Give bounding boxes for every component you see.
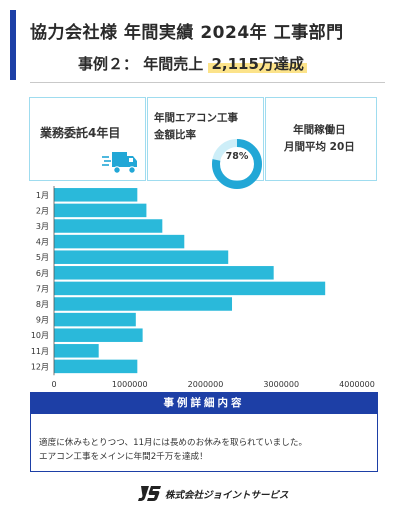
subtitle-prefix: 事例２： 年間売上 (78, 55, 204, 73)
y-tick-label: 9月 (36, 316, 49, 325)
donut-percent-label: 78% (225, 151, 249, 162)
bar-4 (54, 234, 185, 249)
y-tick-label: 5月 (36, 253, 49, 262)
y-tick-label: 3月 (36, 222, 49, 231)
card-working-line2: 月間平均 20日 (284, 141, 355, 153)
x-tick-label: 1000000 (112, 380, 148, 389)
detail-header: 事例詳細内容 (30, 392, 378, 414)
company-name: 株式会社ジョイントサービス (165, 490, 289, 501)
title-accent-bar (10, 10, 16, 80)
bar-6 (54, 266, 274, 280)
subtitle-highlight: 2,115万達成 (208, 55, 307, 73)
donut-chart (212, 139, 262, 189)
card-aircon-line1: 年間エアコン工事 (154, 112, 238, 124)
y-tick-label: 8月 (36, 300, 49, 309)
card-working-line1: 年間稼働日 (293, 124, 346, 136)
card-contract-years: 業務委託4年目 (29, 97, 146, 181)
bar-1 (54, 188, 138, 202)
bar-7 (54, 281, 326, 296)
y-tick-label: 2月 (36, 206, 49, 215)
truck-icon (102, 152, 137, 174)
card-contract-label: 業務委託4年目 (40, 126, 121, 140)
card-aircon-label: 年間エアコン工事 金額比率 (154, 110, 238, 144)
page-title: 協力会社様 年間実績 2024年 工事部門 (30, 23, 344, 43)
page-subtitle: 事例２： 年間売上 2,115万達成 (78, 53, 307, 74)
card-working-days: 年間稼働日 月間平均 20日 (265, 97, 377, 181)
detail-box: 適度に休みもとりつつ、11月には長めのお休みを取られていました。 エアコン工事を… (30, 414, 378, 472)
y-tick-label: 12月 (31, 362, 49, 371)
detail-text: 適度に休みもとりつつ、11月には長めのお休みを取られていました。 エアコン工事を… (39, 436, 307, 464)
bar-12 (54, 359, 138, 374)
company-logo-icon (138, 486, 161, 501)
y-tick-label: 6月 (36, 269, 49, 278)
bar-5 (54, 250, 229, 264)
card-aircon-line2: 金額比率 (154, 129, 196, 141)
bar-10 (54, 328, 143, 342)
x-tick-label: 0 (51, 380, 56, 389)
card-working-label: 年間稼働日 月間平均 20日 (284, 122, 355, 156)
detail-line2: エアコン工事をメインに年間2千万を達成！ (39, 452, 208, 462)
y-tick-label: 1月 (36, 191, 49, 200)
y-tick-label: 4月 (36, 238, 49, 247)
y-tick-label: 11月 (31, 347, 49, 356)
detail-line1: 適度に休みもとりつつ、11月には長めのお休みを取られていました。 (39, 438, 308, 448)
x-tick-label: 3000000 (263, 380, 299, 389)
x-tick-label: 4000000 (339, 380, 375, 389)
y-tick-label: 10月 (31, 331, 49, 340)
x-tick-label: 2000000 (188, 380, 224, 389)
bar-2 (54, 203, 147, 218)
card-aircon-ratio: 年間エアコン工事 金額比率 78% (147, 97, 264, 189)
bar-11 (54, 344, 99, 358)
y-tick-label: 7月 (36, 284, 49, 293)
bar-9 (54, 312, 136, 327)
bar-8 (54, 297, 233, 311)
title-divider (30, 82, 385, 83)
bar-3 (54, 219, 163, 233)
